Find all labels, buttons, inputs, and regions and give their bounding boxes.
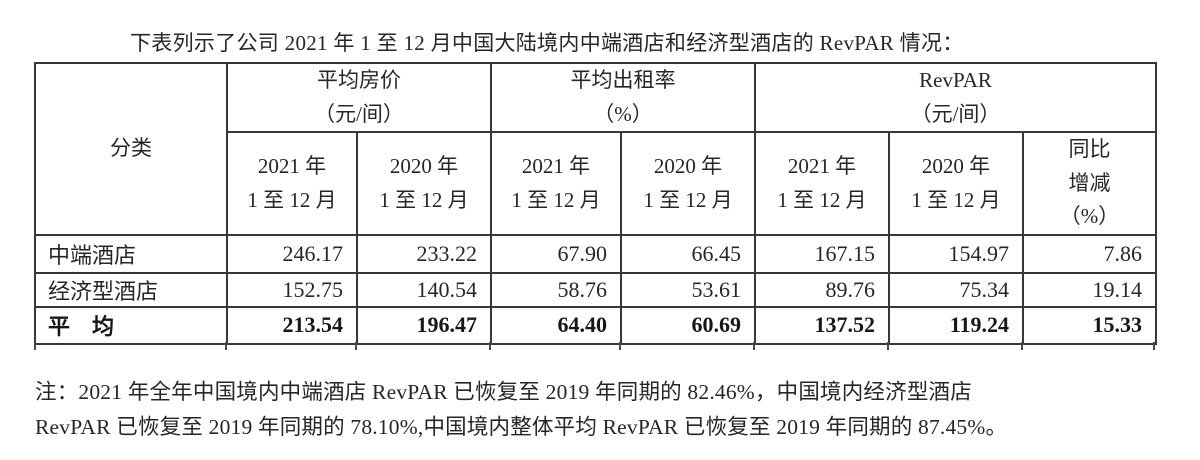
cell-value: 140.54: [356, 271, 492, 308]
col-header-price-2020: 2020 年 1 至 12 月: [356, 131, 492, 236]
table-sub-header-row: 2021 年 1 至 12 月 2020 年 1 至 12 月 2021 年 1…: [35, 131, 1158, 236]
cell-value: 53.61: [620, 271, 756, 308]
table-grid-tick: [1153, 342, 1155, 350]
cell-value: 167.15: [754, 233, 890, 274]
row-label-average: 平 均: [34, 305, 228, 345]
table-group-header-row: 分类 平均房价 （元/间） 平均出租率 （%） RevPAR （元/间）: [34, 61, 1158, 236]
cell-value: 7.86: [1021, 233, 1158, 274]
table-grid-tick: [887, 342, 889, 350]
group-header-avg-room-price: 平均房价 （元/间）: [226, 61, 492, 134]
cell-value: 60.69: [620, 305, 756, 345]
table-grid-tick: [34, 342, 36, 350]
cell-value: 246.17: [226, 233, 358, 274]
row-label-midscale: 中端酒店: [34, 233, 228, 274]
col-header-occupancy-2020: 2020 年 1 至 12 月: [620, 131, 756, 236]
col-header-category: 分类: [34, 62, 228, 236]
col-header-revpar-2020: 2020 年 1 至 12 月: [888, 131, 1024, 236]
table-grid-tick: [619, 342, 621, 350]
col-header-yoy-change: 同比 增减 （%）: [1021, 131, 1158, 236]
intro-paragraph: 下表列示了公司 2021 年 1 至 12 月中国大陆境内中端酒店和经济型酒店的…: [130, 31, 964, 55]
col-header-revpar-2021: 2021 年 1 至 12 月: [754, 131, 890, 236]
table-row-economy: 经济型酒店 152.75 140.54 58.76 53.61 89.76 75…: [34, 271, 1158, 308]
cell-value: 89.76: [754, 271, 890, 308]
cell-value: 233.22: [356, 233, 492, 274]
cell-value: 119.24: [888, 305, 1024, 345]
revpar-table: 分类 平均房价 （元/间） 平均出租率 （%） RevPAR （元/间） 202…: [34, 61, 1158, 345]
footnote: 注：2021 年全年中国境内中端酒店 RevPAR 已恢复至 2019 年同期的…: [35, 375, 1165, 445]
table-row-average: 平 均 213.54 196.47 64.40 60.69 137.52 119…: [34, 305, 1158, 345]
cell-value: 64.40: [490, 305, 622, 345]
table-grid-tick: [355, 342, 357, 350]
cell-value: 15.33: [1021, 305, 1158, 345]
row-label-economy: 经济型酒店: [34, 271, 228, 308]
cell-value: 196.47: [356, 305, 492, 345]
table-row-midscale: 中端酒店 246.17 233.22 67.90 66.45 167.15 15…: [34, 233, 1158, 274]
cell-value: 213.54: [226, 305, 358, 345]
cell-value: 66.45: [620, 233, 756, 274]
footnote-line-1: 注：2021 年全年中国境内中端酒店 RevPAR 已恢复至 2019 年同期的…: [35, 380, 972, 404]
cell-value: 75.34: [888, 271, 1024, 308]
cell-value: 152.75: [226, 271, 358, 308]
cell-value: 58.76: [490, 271, 622, 308]
cell-value: 154.97: [888, 233, 1024, 274]
cell-value: 19.14: [1021, 271, 1158, 308]
table-grid-tick: [753, 342, 755, 350]
footnote-line-2: RevPAR 已恢复至 2019 年同期的 78.10%,中国境内整体平均 Re…: [35, 415, 1008, 439]
col-header-occupancy-2021: 2021 年 1 至 12 月: [490, 131, 622, 236]
group-header-avg-occupancy: 平均出租率 （%）: [490, 61, 756, 134]
cell-value: 137.52: [754, 305, 890, 345]
group-header-revpar: RevPAR （元/间）: [753, 61, 1158, 134]
table-grid-tick: [225, 342, 227, 350]
table-grid-tick: [1021, 342, 1023, 350]
col-header-price-2021: 2021 年 1 至 12 月: [226, 131, 358, 236]
table-grid-tick: [489, 342, 491, 350]
cell-value: 67.90: [490, 233, 622, 274]
